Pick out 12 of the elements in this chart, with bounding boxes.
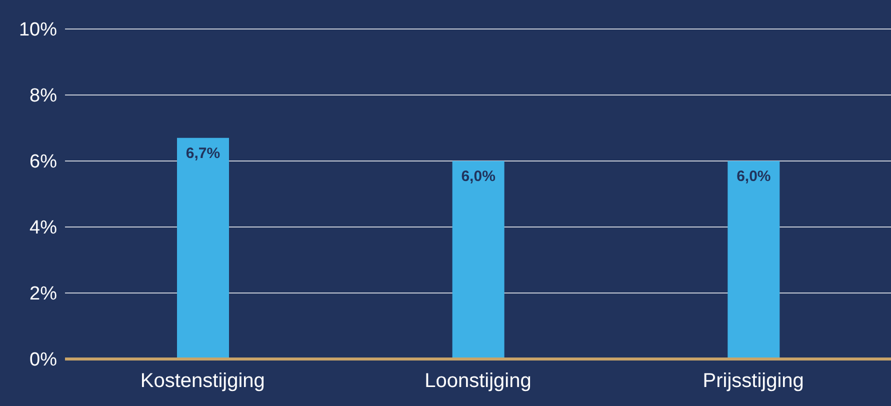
y-tick-label: 8% <box>30 86 58 107</box>
y-tick-label: 2% <box>30 284 58 305</box>
data-label: 6,0% <box>461 168 496 185</box>
data-label: 6,0% <box>736 168 771 185</box>
x-tick-label: Loonstijging <box>424 370 532 392</box>
y-tick-label: 10% <box>18 20 58 41</box>
y-tick-label: 6% <box>30 152 58 173</box>
data-label: 6,7% <box>186 144 220 162</box>
x-tick-label: Prijsstijging <box>702 370 804 392</box>
x-tick-label: Kostenstijging <box>140 370 265 392</box>
y-tick-label: 0% <box>30 350 58 371</box>
y-tick-label: 4% <box>30 218 58 239</box>
